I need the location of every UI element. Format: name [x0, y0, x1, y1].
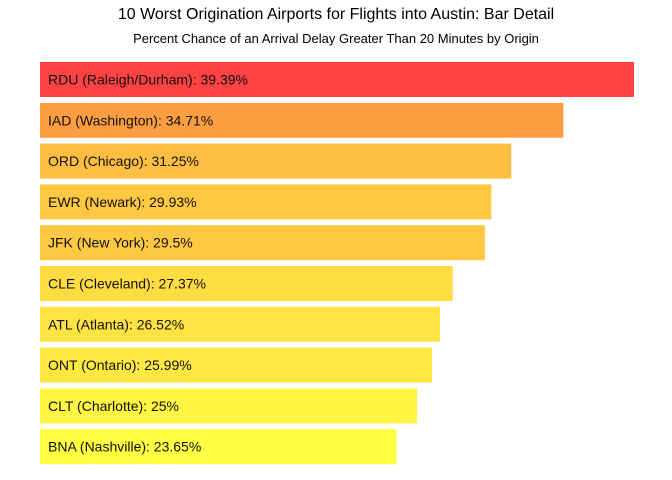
chart-title: 10 Worst Origination Airports for Flight… — [117, 6, 555, 23]
bar-label-2: ORD (Chicago): 31.25% — [48, 153, 199, 169]
bar-label-3: EWR (Newark): 29.93% — [48, 194, 197, 210]
bar-7[interactable] — [40, 347, 432, 383]
bar-label-1: IAD (Washington): 34.71% — [48, 112, 213, 128]
bar-label-0: RDU (Raleigh/Durham): 39.39% — [48, 72, 248, 88]
bar-label-4: JFK (New York): 29.5% — [48, 235, 193, 251]
chart-subtitle: Percent Chance of an Arrival Delay Great… — [133, 31, 539, 46]
bar-label-8: CLT (Charlotte): 25% — [48, 398, 179, 414]
bar-label-9: BNA (Nashville): 23.65% — [48, 439, 201, 455]
bar-label-6: ATL (Atlanta): 26.52% — [48, 316, 184, 332]
bar-6[interactable] — [40, 306, 440, 342]
bar-0[interactable] — [40, 62, 634, 97]
bar-label-7: ONT (Ontario): 25.99% — [48, 357, 192, 373]
bar-8[interactable] — [40, 388, 417, 424]
bar-4[interactable] — [40, 225, 485, 261]
bar-1[interactable] — [40, 102, 564, 138]
bar-5[interactable] — [40, 266, 453, 301]
bar-9[interactable] — [40, 429, 397, 465]
bar-3[interactable] — [40, 184, 492, 220]
bar-label-5: CLE (Cleveland): 27.37% — [48, 276, 206, 292]
bar-2[interactable] — [40, 143, 512, 179]
